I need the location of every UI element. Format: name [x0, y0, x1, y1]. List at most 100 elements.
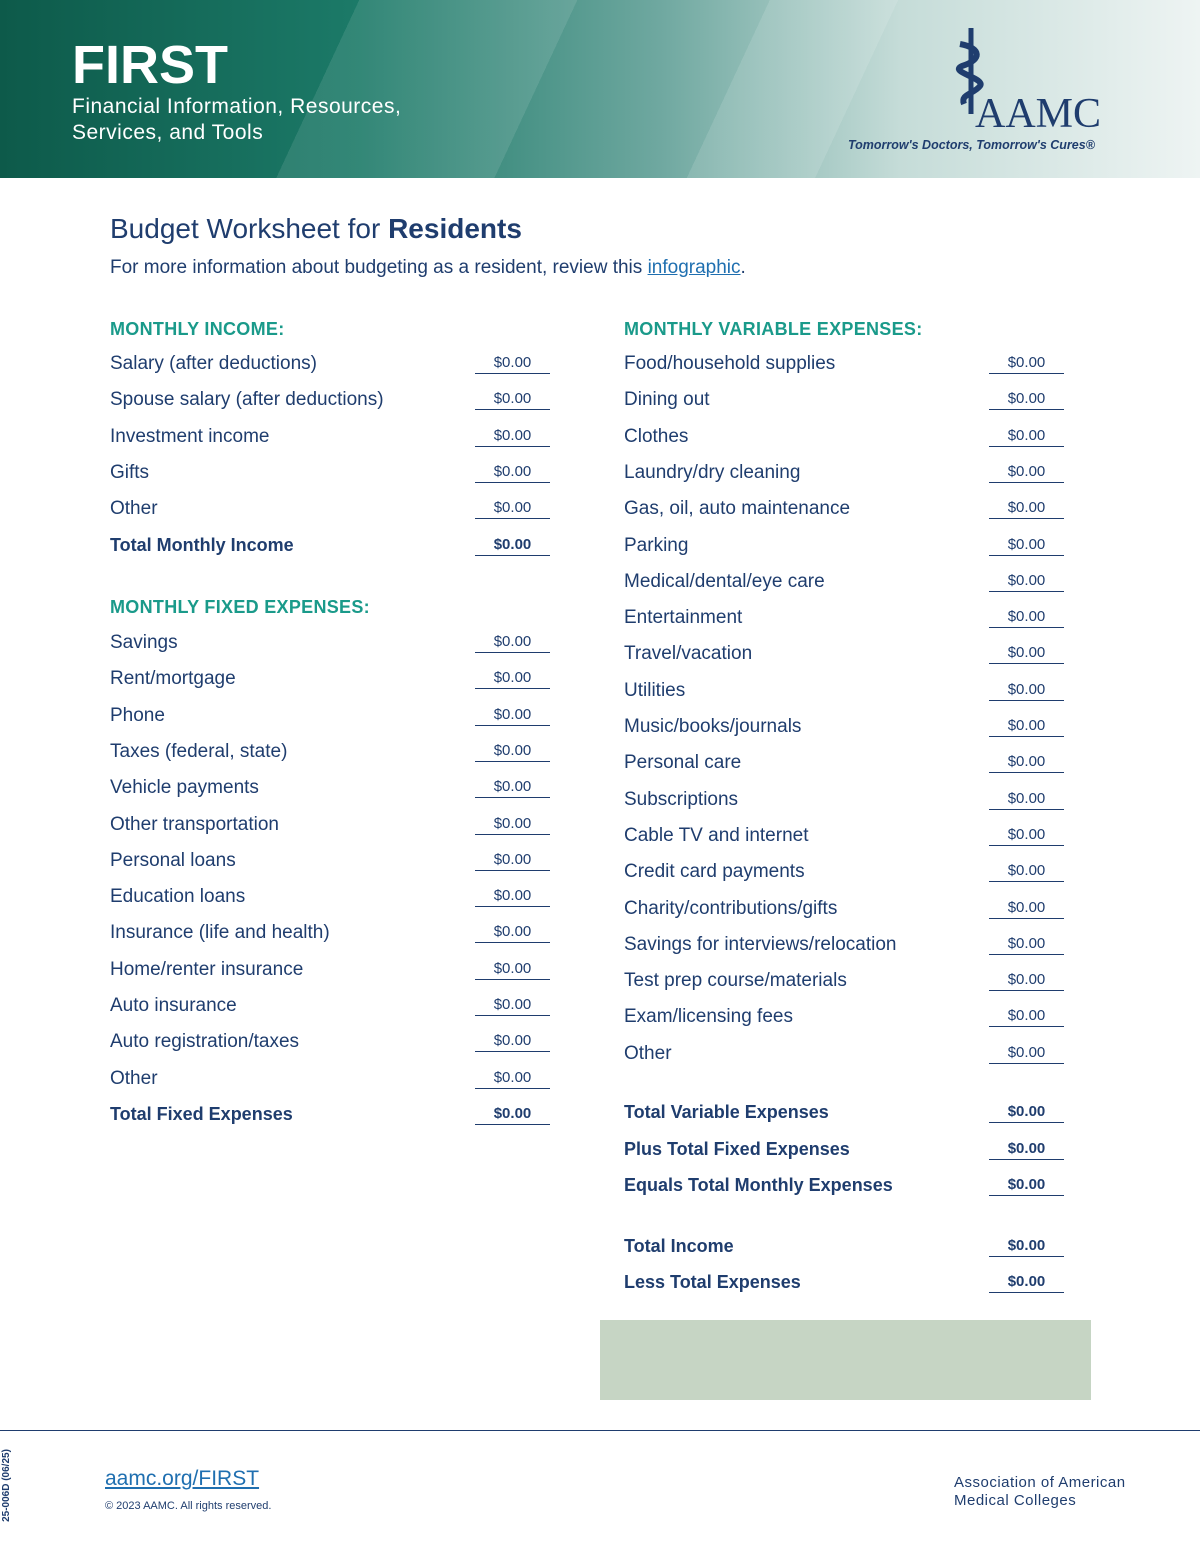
budget-row: Total Fixed Expenses $0.00 [110, 1104, 550, 1130]
row-label: Vehicle payments [110, 777, 259, 799]
row-amount: $0.00 [475, 535, 550, 556]
row-amount: $0.00 [475, 389, 550, 411]
row-label: Utilities [624, 679, 686, 701]
budget-row: Personal care $0.00 [624, 752, 1064, 778]
row-amount: $0.00 [989, 389, 1064, 411]
row-amount: $0.00 [475, 959, 550, 980]
budget-row: Total Monthly Income $0.00 [110, 535, 550, 561]
budget-row: Other $0.00 [624, 1043, 1064, 1069]
row-label: Savings [110, 632, 178, 653]
row-amount: $0.00 [475, 741, 550, 762]
row-label: Auto registration/taxes [110, 1031, 300, 1053]
row-amount: $0.00 [989, 1102, 1064, 1123]
row-amount: $0.00 [989, 789, 1064, 810]
row-label: Salary (after deductions) [110, 353, 317, 374]
row-label: Taxes (federal, state) [110, 740, 288, 762]
budget-row: Total Variable Expenses $0.00 [624, 1102, 1064, 1128]
row-label: Personal loans [110, 849, 236, 871]
budget-row: Auto insurance $0.00 [110, 995, 550, 1021]
section-title: MONTHLY FIXED EXPENSES: [110, 597, 370, 617]
footer-link[interactable]: aamc.org/FIRST [105, 1467, 260, 1490]
budget-row: Entertainment $0.00 [624, 607, 1064, 633]
row-amount: $0.00 [475, 632, 550, 653]
budget-row: Savings for interviews/relocation $0.00 [624, 934, 1064, 960]
row-label: Home/renter insurance [110, 958, 304, 980]
logo-text: AAMC [975, 91, 1102, 137]
row-amount: $0.00 [989, 934, 1064, 955]
row-label: Entertainment [624, 607, 743, 629]
budget-row: Phone $0.00 [110, 705, 550, 731]
copyright: © 2023 AAMC. All rights reserved. [105, 1500, 272, 1512]
heading: Budget Worksheet for Residents [110, 213, 522, 245]
row-amount: $0.00 [475, 1104, 550, 1125]
row-label: Exam/licensing fees [624, 1006, 793, 1028]
row-amount: $0.00 [989, 1272, 1064, 1293]
budget-row: Other $0.00 [110, 1068, 550, 1094]
header-subtitle: Financial Information, Resources, Servic… [72, 95, 402, 144]
row-label: Personal care [624, 752, 742, 774]
row-label: Other [110, 498, 158, 520]
row-label: Savings for interviews/relocation [624, 933, 897, 955]
row-amount: $0.00 [989, 353, 1064, 374]
budget-row: Test prep course/materials $0.00 [624, 970, 1064, 996]
row-amount: $0.00 [475, 668, 550, 690]
row-amount: $0.00 [475, 886, 550, 908]
header-title: FIRST [72, 35, 228, 95]
row-label: Total Fixed Expenses [110, 1103, 293, 1124]
row-label: Other transportation [110, 813, 279, 835]
budget-row: Salary (after deductions) $0.00 [110, 353, 550, 379]
budget-row: Cable TV and internet $0.00 [624, 825, 1064, 851]
logo-tagline: Tomorrow's Doctors, Tomorrow's Cures® [848, 138, 1095, 152]
row-label: Travel/vacation [624, 643, 753, 665]
row-amount: $0.00 [989, 861, 1064, 883]
budget-row: Education loans $0.00 [110, 886, 550, 912]
row-label: Dining out [624, 389, 710, 411]
budget-row: Travel/vacation $0.00 [624, 643, 1064, 669]
row-amount: $0.00 [989, 752, 1064, 774]
row-label: Total Variable Expenses [624, 1102, 829, 1122]
row-amount: $0.00 [989, 716, 1064, 737]
row-amount: $0.00 [989, 898, 1064, 919]
row-label: Rent/mortgage [110, 668, 236, 690]
discretionary-box [600, 1320, 1091, 1400]
budget-row: Spouse salary (after deductions) $0.00 [110, 389, 550, 415]
row-amount: $0.00 [475, 1068, 550, 1089]
row-amount: $0.00 [989, 970, 1064, 992]
row-label: Gifts [110, 461, 150, 483]
budget-row: Less Total Expenses $0.00 [624, 1272, 1064, 1298]
row-label: Phone [110, 704, 165, 726]
row-label: Charity/contributions/gifts [624, 897, 838, 919]
row-amount: $0.00 [989, 1236, 1064, 1257]
budget-row: Personal loans $0.00 [110, 850, 550, 876]
row-label: Other [624, 1042, 672, 1064]
budget-row: Auto registration/taxes $0.00 [110, 1031, 550, 1057]
budget-row: Charity/contributions/gifts $0.00 [624, 898, 1064, 924]
budget-row: Laundry/dry cleaning $0.00 [624, 462, 1064, 488]
section-title: MONTHLY VARIABLE EXPENSES: [624, 319, 923, 339]
row-amount: $0.00 [475, 777, 550, 799]
budget-row: Credit card payments $0.00 [624, 861, 1064, 887]
row-amount: $0.00 [989, 462, 1064, 483]
row-label: Test prep course/materials [624, 970, 847, 992]
row-label: Less Total Expenses [624, 1272, 801, 1292]
budget-row: Plus Total Fixed Expenses $0.00 [624, 1139, 1064, 1165]
budget-row: Parking $0.00 [624, 535, 1064, 561]
budget-row: Clothes $0.00 [624, 426, 1064, 452]
row-amount: $0.00 [475, 1031, 550, 1053]
budget-row: Total Income $0.00 [624, 1236, 1064, 1262]
row-amount: $0.00 [475, 705, 550, 726]
row-label: Laundry/dry cleaning [624, 461, 801, 483]
row-label: Insurance (life and health) [110, 922, 330, 944]
row-label: Investment income [110, 425, 270, 447]
row-amount: $0.00 [989, 571, 1064, 592]
row-label: Subscriptions [624, 788, 739, 810]
budget-row: Gifts $0.00 [110, 462, 550, 488]
row-amount: $0.00 [989, 1006, 1064, 1028]
row-amount: $0.00 [989, 825, 1064, 846]
row-label: Credit card payments [624, 861, 805, 883]
intro-link[interactable]: infographic [647, 257, 741, 278]
row-amount: $0.00 [989, 1175, 1064, 1196]
row-amount: $0.00 [989, 607, 1064, 629]
row-amount: $0.00 [475, 353, 550, 374]
budget-row: Other transportation $0.00 [110, 814, 550, 840]
